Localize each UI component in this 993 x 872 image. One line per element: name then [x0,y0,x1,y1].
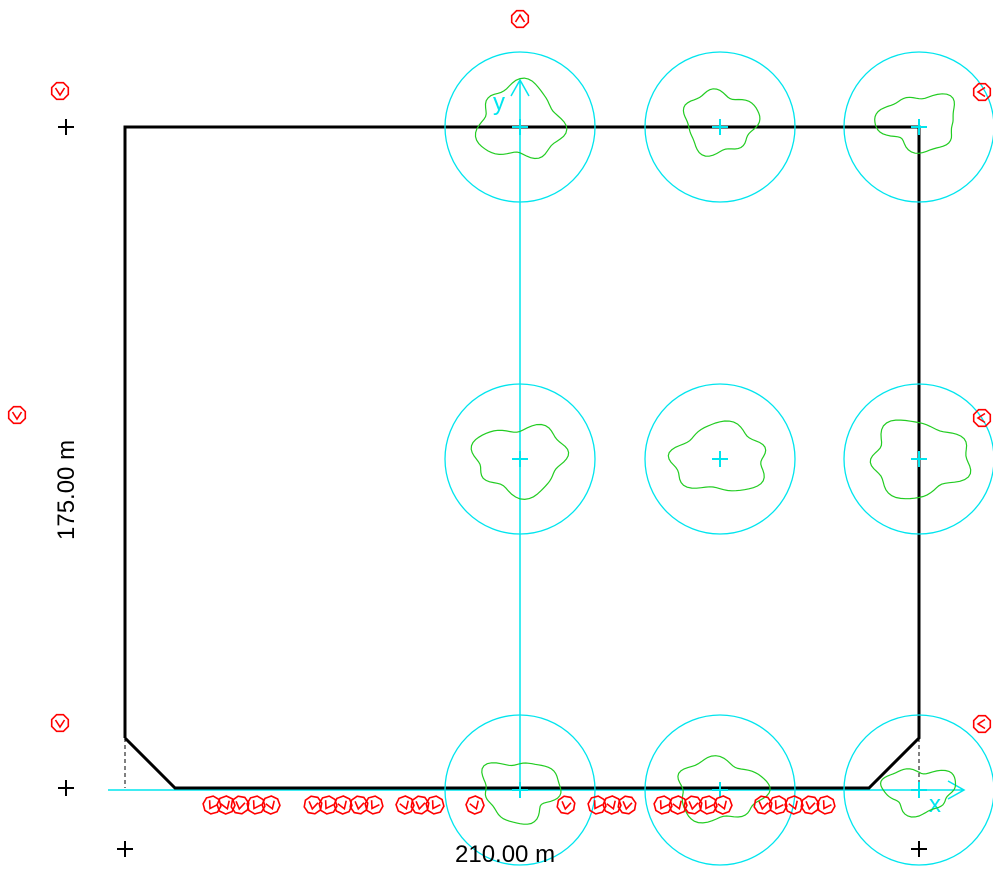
influence-circle [444,714,596,866]
width-dimension-label: 210.00 m [455,841,555,867]
x-axis-arrowhead [947,780,966,800]
pile-center-cross [512,782,528,798]
corner-tick-top-left [58,119,74,135]
marker-bottom [318,795,338,815]
corner-tick-marks [58,119,927,857]
marker-bottom [713,795,733,815]
marker-left-lower [50,713,70,733]
marker-right-lower [972,714,992,734]
contour-line [682,88,761,157]
marker-bottom [800,795,820,815]
pile-group [444,383,596,535]
y-axis-label: y [493,89,505,116]
pile-group [843,51,993,203]
pile-grid [444,51,993,866]
x-axis-label: x [929,791,941,818]
pile-group [444,51,596,203]
marker-right-upper [972,82,992,102]
influence-circle [644,714,796,866]
site-boundary [123,125,921,790]
marker-bottom [602,795,622,815]
marker-bottom [216,795,236,815]
corner-tick-bottom-left-lower [117,841,133,857]
contour-line [481,762,562,825]
marker-bottom [465,795,485,815]
marker-bottom [556,795,576,815]
marker-bottom [261,795,281,815]
marker-bottom [333,795,353,815]
marker-bottom [784,795,804,815]
boundary-polyline [123,125,921,790]
influence-circle [843,51,993,203]
pile-group [843,383,993,535]
pile-center-cross [712,451,728,467]
coordinate-axes [108,78,966,800]
influence-circle [843,714,993,866]
marker-bottom [768,795,788,815]
height-dimension-label: 175.00 m [53,440,80,540]
marker-bottom [698,795,718,815]
contour-line [874,93,956,154]
marker-bottom [395,795,415,815]
pile-center-cross [911,119,927,135]
pile-group [644,714,796,866]
marker-bottom [230,795,250,815]
marker-right-middle [972,408,992,428]
marker-left-upper [50,81,70,101]
pile-center-cross [911,782,927,798]
marker-bottom [587,795,607,815]
pile-group [644,51,796,203]
marker-bottom [668,795,688,815]
marker-bottom [246,795,266,815]
marker-bottom [425,795,445,815]
contour-line [677,755,771,824]
y-axis-arrowhead [510,78,530,97]
marker-top [510,9,530,29]
influence-circle [644,51,796,203]
marker-bottom [202,795,222,815]
contour-line [869,419,972,500]
marker-layer [7,9,992,815]
pile-center-cross [911,451,927,467]
pile-group [444,714,596,866]
marker-bottom [364,795,384,815]
influence-circle [444,51,596,203]
marker-bottom [653,795,673,815]
pile-group [644,383,796,535]
pile-group [843,714,993,866]
pile-center-cross [512,119,528,135]
pile-center-cross [712,782,728,798]
contour-line [474,77,568,160]
contour-line [667,420,767,492]
pile-center-cross [712,119,728,135]
influence-circle [444,383,596,535]
marker-left-middle [7,405,27,425]
pile-center-cross [512,451,528,467]
corner-tick-bottom-left [58,780,74,796]
marker-bottom [816,795,836,815]
influence-circle [644,383,796,535]
contour-line [879,768,957,818]
corner-tick-bottom-right-lower [911,841,927,857]
influence-circle [843,383,993,535]
contour-line [470,423,570,501]
marker-bottom [617,795,637,815]
